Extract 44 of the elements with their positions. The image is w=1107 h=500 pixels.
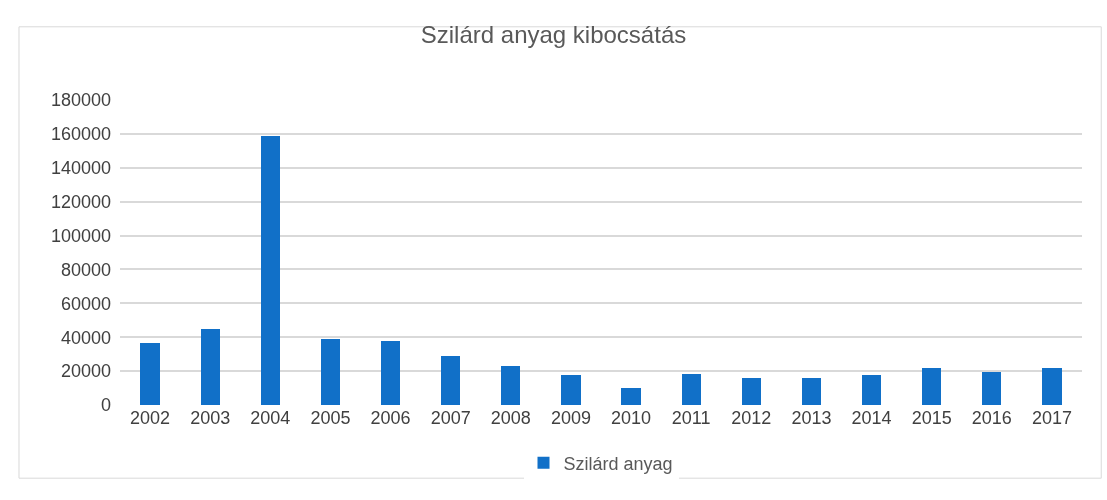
x-tick-label: 2004: [250, 408, 291, 428]
bar: [201, 329, 220, 405]
bar: [441, 356, 460, 405]
chart-title: Szilárd anyag kibocsátás: [420, 21, 687, 49]
bar: [982, 372, 1001, 405]
x-tick-label: 2012: [731, 408, 772, 428]
x-tick-label: 2016: [971, 408, 1012, 428]
x-tick-label: 2006: [370, 408, 411, 428]
y-tick-label: 0: [100, 395, 111, 416]
bar: [742, 378, 761, 405]
bar: [381, 341, 400, 405]
x-tick-label: 2005: [310, 408, 351, 428]
legend-label: Szilárd anyag: [563, 453, 673, 474]
x-tick-label: 2017: [1031, 408, 1072, 428]
y-tick-label: 40000: [60, 327, 111, 348]
y-tick-label: 100000: [50, 225, 111, 246]
bar: [862, 375, 881, 405]
x-tick-label: 2014: [851, 408, 892, 428]
x-tick-label: 2002: [130, 408, 171, 428]
y-tick-label: 180000: [50, 90, 111, 111]
bar: [621, 388, 641, 405]
x-tick-label: 2010: [611, 408, 652, 428]
bar: [802, 378, 821, 405]
y-tick-label: 140000: [50, 158, 111, 179]
x-tick-label: 2003: [190, 408, 231, 428]
x-tick-label: 2015: [911, 408, 952, 428]
bar: [140, 343, 160, 405]
bar: [501, 366, 520, 405]
bar: [561, 375, 581, 405]
y-tick-label: 20000: [60, 361, 111, 382]
x-tick-label: 2009: [550, 408, 591, 428]
x-tick-label: 2011: [671, 408, 711, 428]
x-tick-label: 2013: [791, 408, 832, 428]
y-tick-label: 80000: [60, 259, 111, 280]
bar: [682, 374, 701, 405]
x-tick-label: 2008: [490, 408, 531, 428]
bar: [1042, 368, 1062, 405]
y-tick-label: 60000: [60, 293, 111, 314]
y-tick-label: 120000: [50, 191, 111, 212]
x-tick-label: 2007: [430, 408, 471, 428]
bar: [321, 339, 340, 405]
bar: [261, 136, 280, 405]
bar: [922, 368, 941, 405]
y-tick-label: 160000: [50, 124, 111, 145]
